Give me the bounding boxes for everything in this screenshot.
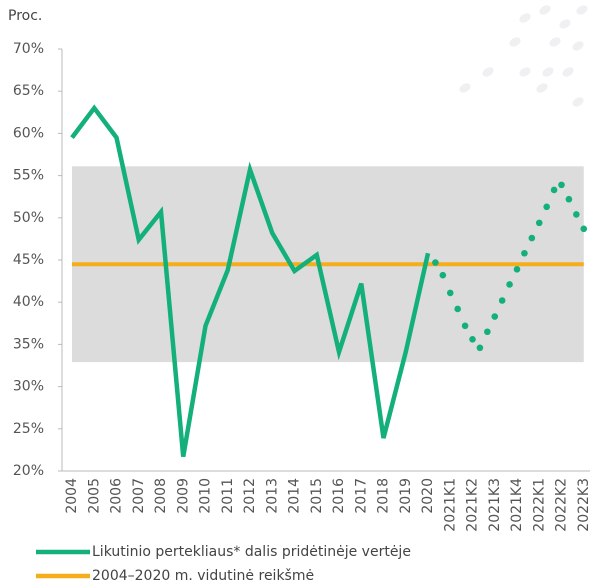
x-tick-label: 2008 (153, 478, 169, 514)
x-tick-label: 2022K3 (576, 478, 590, 532)
forecast-point (491, 313, 499, 320)
forecast-point (535, 219, 543, 227)
x-tick-label: 2021K4 (509, 478, 525, 532)
y-tick-label: 70% (13, 41, 44, 57)
x-tick-label: 2013 (264, 478, 280, 514)
x-tick-label: 2019 (398, 478, 414, 514)
x-tick-label: 2015 (309, 478, 325, 514)
forecast-point (469, 336, 476, 343)
forecast-point (550, 186, 558, 194)
y-tick-label: 55% (13, 168, 44, 184)
forecast-point (528, 234, 536, 242)
x-tick-label: 2022K2 (554, 478, 570, 532)
x-tick-label: 2014 (287, 478, 303, 514)
y-tick-label: 45% (13, 252, 44, 268)
forecast-point (454, 305, 461, 313)
forecast-point (476, 344, 484, 352)
forecast-point (484, 328, 491, 336)
decoration (459, 5, 588, 107)
x-tick-label: 2004 (64, 478, 80, 514)
y-tick-label: 40% (13, 294, 44, 310)
y-tick-label: 30% (13, 379, 44, 395)
legend-label: 2004–2020 m. vidutinė reikšmė (92, 568, 314, 584)
y-tick-label: 25% (13, 421, 44, 437)
legend-label: Likutinio pertekliaus* dalis pridėtinėje… (92, 544, 411, 560)
x-tick-label: 2011 (220, 478, 236, 514)
x-tick-label: 2021K1 (442, 478, 458, 532)
x-tick-label: 2021K3 (487, 478, 503, 532)
y-tick-label: 20% (13, 463, 44, 479)
series-line (70, 104, 431, 458)
forecast-point (513, 265, 521, 273)
y-tick-label: 50% (13, 210, 44, 226)
forecast-point (565, 195, 573, 203)
x-tick-label: 2020 (420, 478, 436, 514)
forecast-point (506, 281, 513, 288)
y-tick-label: 35% (13, 336, 44, 352)
x-tick-label: 2016 (331, 478, 347, 514)
forecast-point (543, 203, 550, 211)
forecast-point (558, 181, 565, 189)
forecast-point (432, 259, 439, 266)
x-tick-label: 2005 (86, 478, 102, 514)
forecast-point (580, 225, 588, 233)
forecast-point (573, 211, 580, 218)
x-tick-label: 2007 (131, 478, 147, 514)
forecast-point (521, 249, 528, 257)
y-axis-label: Proc. (8, 8, 42, 24)
forecast-point (439, 271, 447, 279)
forecast-point (498, 297, 506, 304)
x-tick-label: 2021K2 (465, 478, 481, 532)
y-tick-label: 60% (13, 125, 44, 141)
x-tick-label: 2017 (353, 478, 369, 514)
x-tick-label: 2006 (109, 478, 125, 514)
x-tick-label: 2022K1 (531, 478, 547, 532)
x-tick-label: 2018 (376, 478, 392, 514)
forecast-point (446, 289, 454, 297)
x-tick-label: 2012 (242, 478, 258, 514)
x-tick-label: 2009 (175, 478, 191, 514)
forecast-point (461, 322, 469, 330)
x-tick-label: 2010 (198, 478, 214, 514)
y-tick-label: 65% (13, 83, 44, 99)
